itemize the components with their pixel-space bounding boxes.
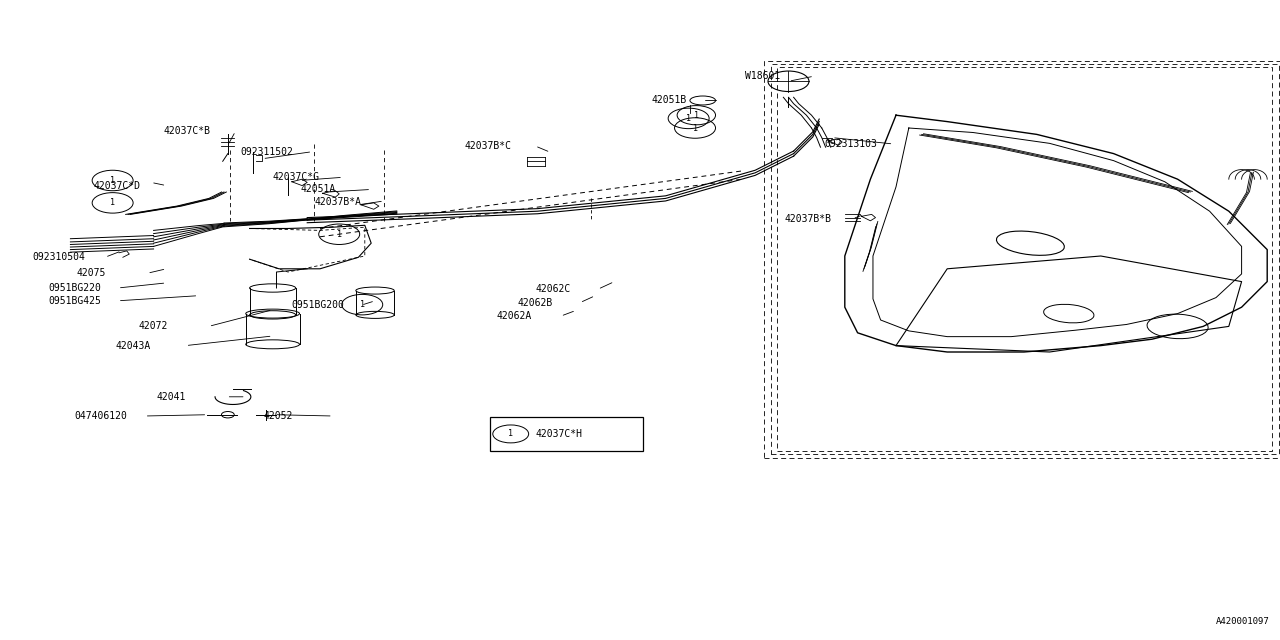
Text: 42051B: 42051B [652,95,687,106]
Text: 42037C*B: 42037C*B [164,126,211,136]
Text: 1: 1 [692,124,698,132]
Text: 1: 1 [360,300,365,309]
Text: 092313103: 092313103 [824,139,877,149]
Text: 42072: 42072 [138,321,168,332]
Text: 092310504: 092310504 [32,252,84,262]
Text: 047406120: 047406120 [74,411,127,421]
Text: 42037B*A: 42037B*A [315,196,362,207]
Text: 1: 1 [110,198,115,207]
Text: W18601: W18601 [745,71,781,81]
Text: 0951BG425: 0951BG425 [49,296,101,306]
Text: A420001097: A420001097 [1216,617,1270,626]
Text: 42051A: 42051A [301,184,337,195]
Text: 42052: 42052 [264,411,293,421]
Text: 42075: 42075 [77,268,106,278]
Text: 42037C*H: 42037C*H [535,429,582,439]
Text: 42062B: 42062B [517,298,553,308]
Text: 1: 1 [694,111,699,120]
Text: 1: 1 [337,230,342,239]
Text: 42037B*C: 42037B*C [465,141,512,151]
Text: 42037C*D: 42037C*D [93,180,141,191]
Text: 1: 1 [110,176,115,185]
Text: 092311502: 092311502 [241,147,293,157]
Text: 42037C*G: 42037C*G [273,172,320,182]
Text: 42062C: 42062C [535,284,571,294]
Text: 1: 1 [508,429,513,438]
Text: 1: 1 [686,114,691,123]
Text: 42037B*B: 42037B*B [785,214,832,224]
Text: 42041: 42041 [156,392,186,402]
Text: 0951BG200: 0951BG200 [292,300,344,310]
Text: 0951BG220: 0951BG220 [49,283,101,293]
Text: 42043A: 42043A [115,340,151,351]
Text: 42062A: 42062A [497,311,532,321]
